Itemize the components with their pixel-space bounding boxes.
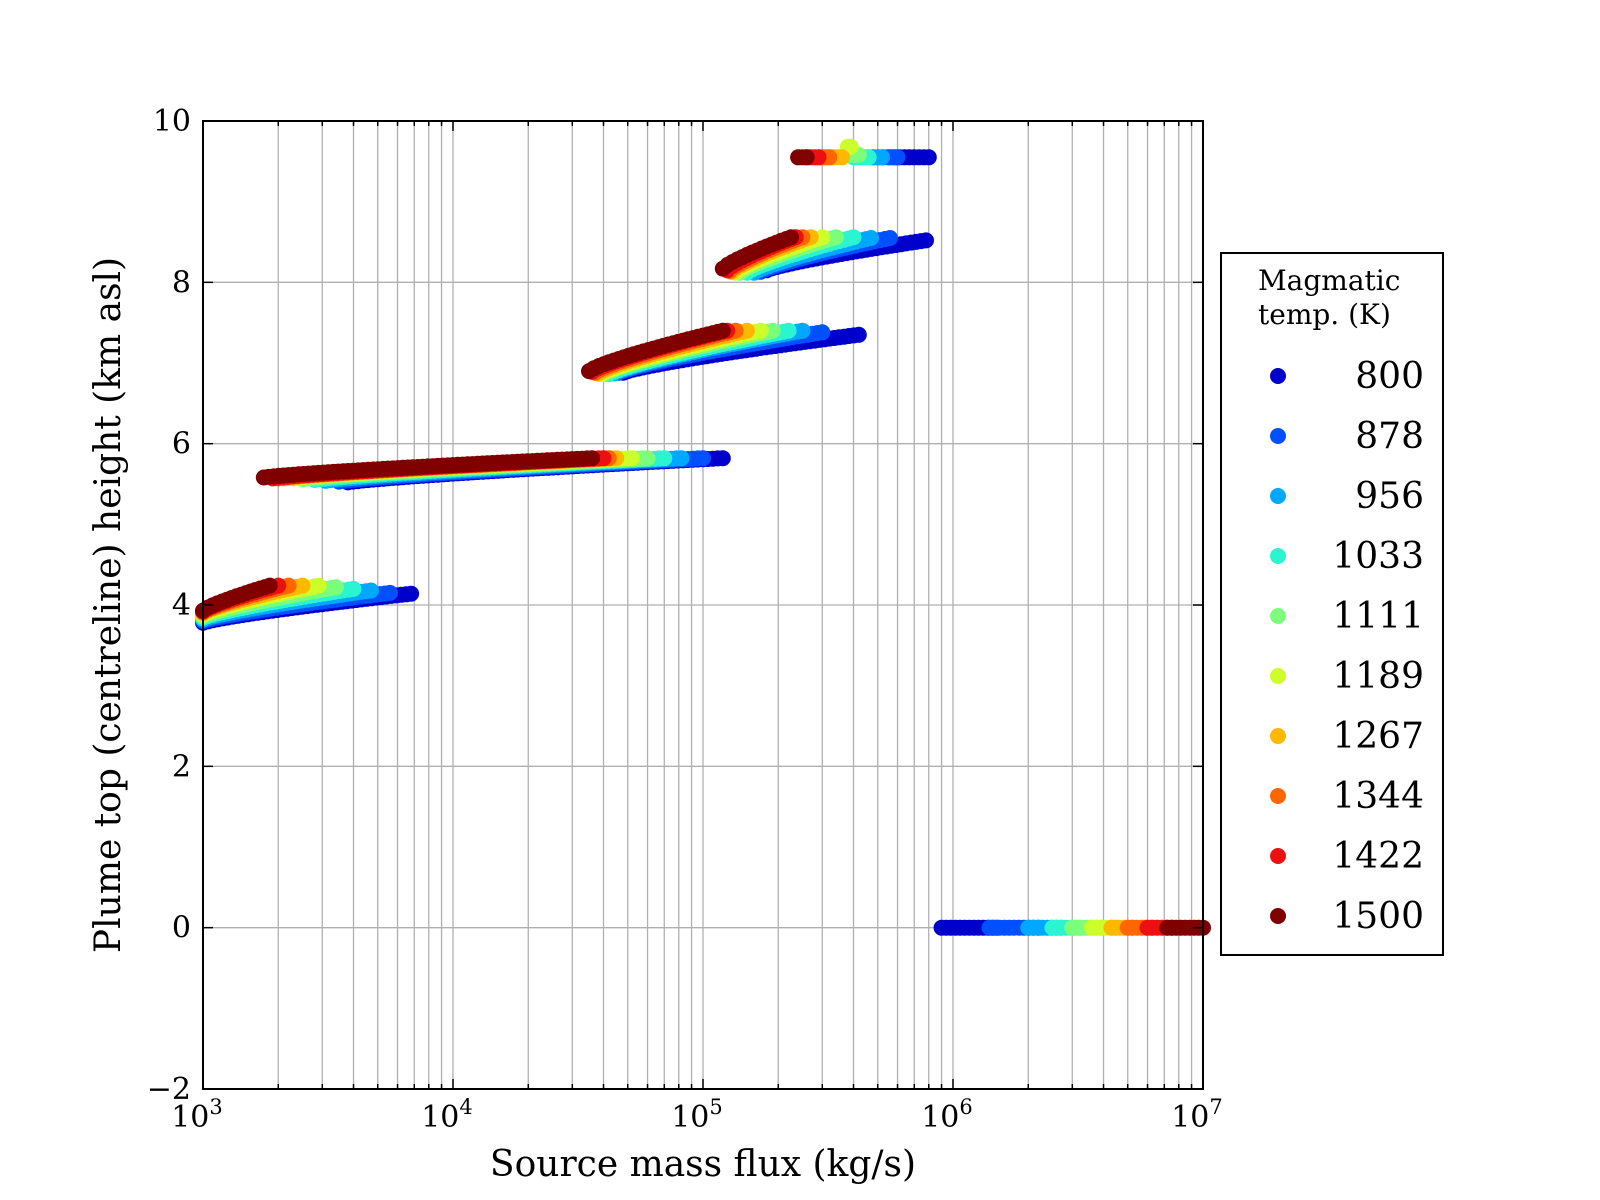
data-point (882, 230, 898, 246)
data-point (889, 149, 906, 166)
legend-marker (1270, 908, 1286, 924)
y-tick-label: 10 (153, 104, 191, 139)
legend: Magmatic temp. (K) 800 878 956 1033 1111 1189… (1220, 252, 1444, 956)
legend-marker (1270, 788, 1286, 804)
series-1267 (195, 149, 1140, 936)
data-point (639, 450, 656, 467)
y-tick-labels: −2 0 2 4 6 8 10 (147, 104, 191, 1107)
legend-item-800: 800 (1222, 346, 1442, 406)
data-point (827, 229, 844, 246)
data-point (327, 579, 344, 596)
data-point (814, 229, 831, 246)
y-tick-label: 6 (172, 427, 191, 462)
y-axis-label: Plume top (centreline) height (km asl) (88, 257, 129, 953)
data-point (739, 322, 755, 339)
data-point (714, 450, 731, 467)
legend-item-1111: 1111 (1222, 586, 1442, 646)
data-point (695, 450, 711, 467)
legend-marker (1270, 728, 1286, 744)
legend-title-line1: Magmatic (1258, 264, 1401, 297)
series-800 (195, 149, 1005, 936)
data-point (814, 324, 831, 341)
data-point (920, 149, 937, 166)
legend-item-1344: 1344 (1222, 766, 1442, 826)
legend-label: 1344 (1332, 776, 1424, 817)
x-axis-label: Source mass flux (kg/s) (490, 1144, 916, 1185)
data-point (810, 149, 827, 166)
legend-label: 1267 (1332, 716, 1424, 757)
legend-marker (1270, 848, 1286, 864)
legend-marker (1270, 368, 1286, 384)
legend-label: 878 (1355, 416, 1424, 457)
data-point (752, 322, 769, 339)
data-point (363, 582, 379, 599)
data-point (764, 322, 781, 339)
x-tick-label: 103 (171, 1095, 223, 1135)
legend-marker (1270, 548, 1286, 564)
y-tick-label: 0 (172, 911, 191, 946)
data-point (294, 577, 311, 594)
legend-item-1422: 1422 (1222, 826, 1442, 886)
legend-label: 956 (1355, 476, 1424, 517)
data-point (345, 580, 362, 597)
legend-item-1500: 1500 (1222, 886, 1442, 946)
x-tick-label: 107 (1171, 1095, 1223, 1135)
axis-ticks (202, 120, 1203, 1090)
legend-marker (1270, 488, 1286, 504)
data-point (798, 149, 815, 166)
x-tick-label: 106 (921, 1095, 973, 1135)
data-point (842, 138, 859, 155)
legend-label: 1500 (1332, 896, 1424, 937)
data-point (595, 450, 612, 467)
x-tick-label: 105 (671, 1095, 723, 1135)
data-point (850, 326, 867, 343)
x-tick-label: 104 (421, 1095, 473, 1135)
data-markers (195, 138, 1211, 936)
data-point (656, 450, 673, 467)
legend-item-1189: 1189 (1222, 646, 1442, 706)
y-tick-label: 4 (172, 588, 191, 623)
legend-item-1033: 1033 (1222, 526, 1442, 586)
data-point (863, 230, 879, 246)
series-1189 (195, 138, 1125, 936)
legend-marker (1270, 608, 1286, 624)
legend-item-878: 878 (1222, 406, 1442, 466)
data-point (584, 450, 601, 467)
y-tick-label: −2 (147, 1072, 191, 1107)
legend-item-1267: 1267 (1222, 706, 1442, 766)
legend-marker (1270, 428, 1286, 444)
legend-label: 800 (1355, 356, 1424, 397)
data-point (624, 450, 640, 467)
legend-title: Magmatic temp. (K) (1258, 264, 1400, 332)
y-tick-label: 8 (172, 265, 191, 300)
data-point (834, 149, 851, 166)
series-1500 (195, 149, 1211, 936)
data-point (382, 584, 398, 601)
data-point (918, 232, 934, 249)
y-tick-label: 2 (172, 749, 191, 784)
data-point (673, 450, 690, 467)
data-point (714, 322, 731, 339)
series-1344 (195, 149, 1160, 936)
legend-label: 1422 (1332, 836, 1424, 877)
data-point (403, 585, 420, 602)
legend-item-956: 956 (1222, 466, 1442, 526)
series-956 (195, 149, 1069, 936)
data-point (310, 577, 327, 594)
data-point (794, 322, 811, 339)
data-point (874, 149, 890, 166)
x-tick-labels: 103 104 105 106 107 (171, 1095, 1223, 1135)
data-point (783, 229, 799, 246)
series-1422 (195, 149, 1180, 936)
legend-label: 1111 (1332, 596, 1424, 637)
data-point (780, 322, 797, 339)
legend-marker (1270, 668, 1286, 684)
legend-label: 1033 (1332, 536, 1424, 577)
legend-label: 1189 (1332, 656, 1424, 697)
legend-title-line2: temp. (K) (1258, 298, 1391, 331)
series-1111 (195, 146, 1109, 936)
data-point (845, 229, 862, 246)
data-point (261, 577, 278, 594)
